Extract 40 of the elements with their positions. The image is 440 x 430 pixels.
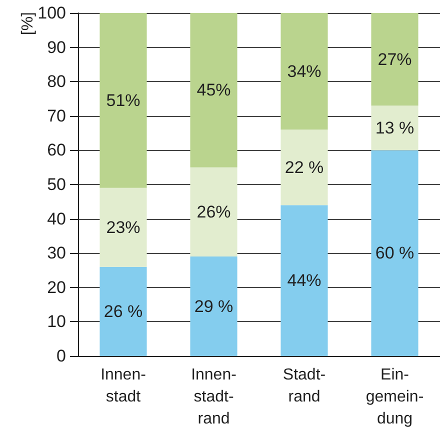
y-tick-label: 100 — [38, 4, 66, 22]
data-label: 26 % — [104, 302, 143, 321]
y-tick-label: 30 — [47, 244, 66, 263]
x-tick-label: Stadt- rand — [282, 366, 326, 406]
y-tick-label: 20 — [47, 278, 66, 297]
bar — [100, 13, 147, 188]
bar — [371, 106, 418, 150]
data-label: 60 % — [375, 244, 414, 263]
y-tick-label: 70 — [47, 106, 66, 126]
y-tick-label: 90 — [47, 38, 66, 57]
data-label: 23% — [106, 218, 140, 237]
data-label: 45% — [196, 80, 231, 100]
bar — [190, 167, 238, 257]
y-tick-label: 60 — [47, 140, 66, 160]
x-tick-label: Ein- gemein- dung — [366, 366, 424, 428]
data-label: 34% — [287, 62, 322, 81]
data-label: 44% — [287, 271, 322, 290]
bar — [371, 13, 418, 106]
y-tick-label: 10 — [47, 312, 66, 332]
bar — [280, 130, 328, 206]
x-tick-label: Innen- stadt — [100, 366, 146, 406]
data-label: 27% — [378, 50, 412, 69]
data-label: 29 % — [194, 296, 234, 316]
bar — [190, 256, 238, 356]
data-label: 26% — [196, 202, 231, 222]
data-label: 51% — [106, 90, 140, 110]
y-tick-label: 50 — [47, 175, 66, 194]
data-label: 22 % — [284, 158, 324, 177]
data-label: 13 % — [375, 118, 414, 138]
y-tick-label: 80 — [47, 72, 66, 92]
bar — [371, 150, 418, 356]
y-tick-label: 0 — [56, 346, 66, 366]
y-axis-title: [%] — [20, 12, 36, 36]
bar — [190, 13, 238, 168]
bar — [280, 205, 328, 356]
bar — [100, 266, 147, 356]
bar — [280, 13, 328, 130]
bar — [100, 188, 147, 267]
y-tick-label: 40 — [47, 209, 66, 228]
x-tick-label: Innen- stadt- rand — [191, 366, 236, 428]
